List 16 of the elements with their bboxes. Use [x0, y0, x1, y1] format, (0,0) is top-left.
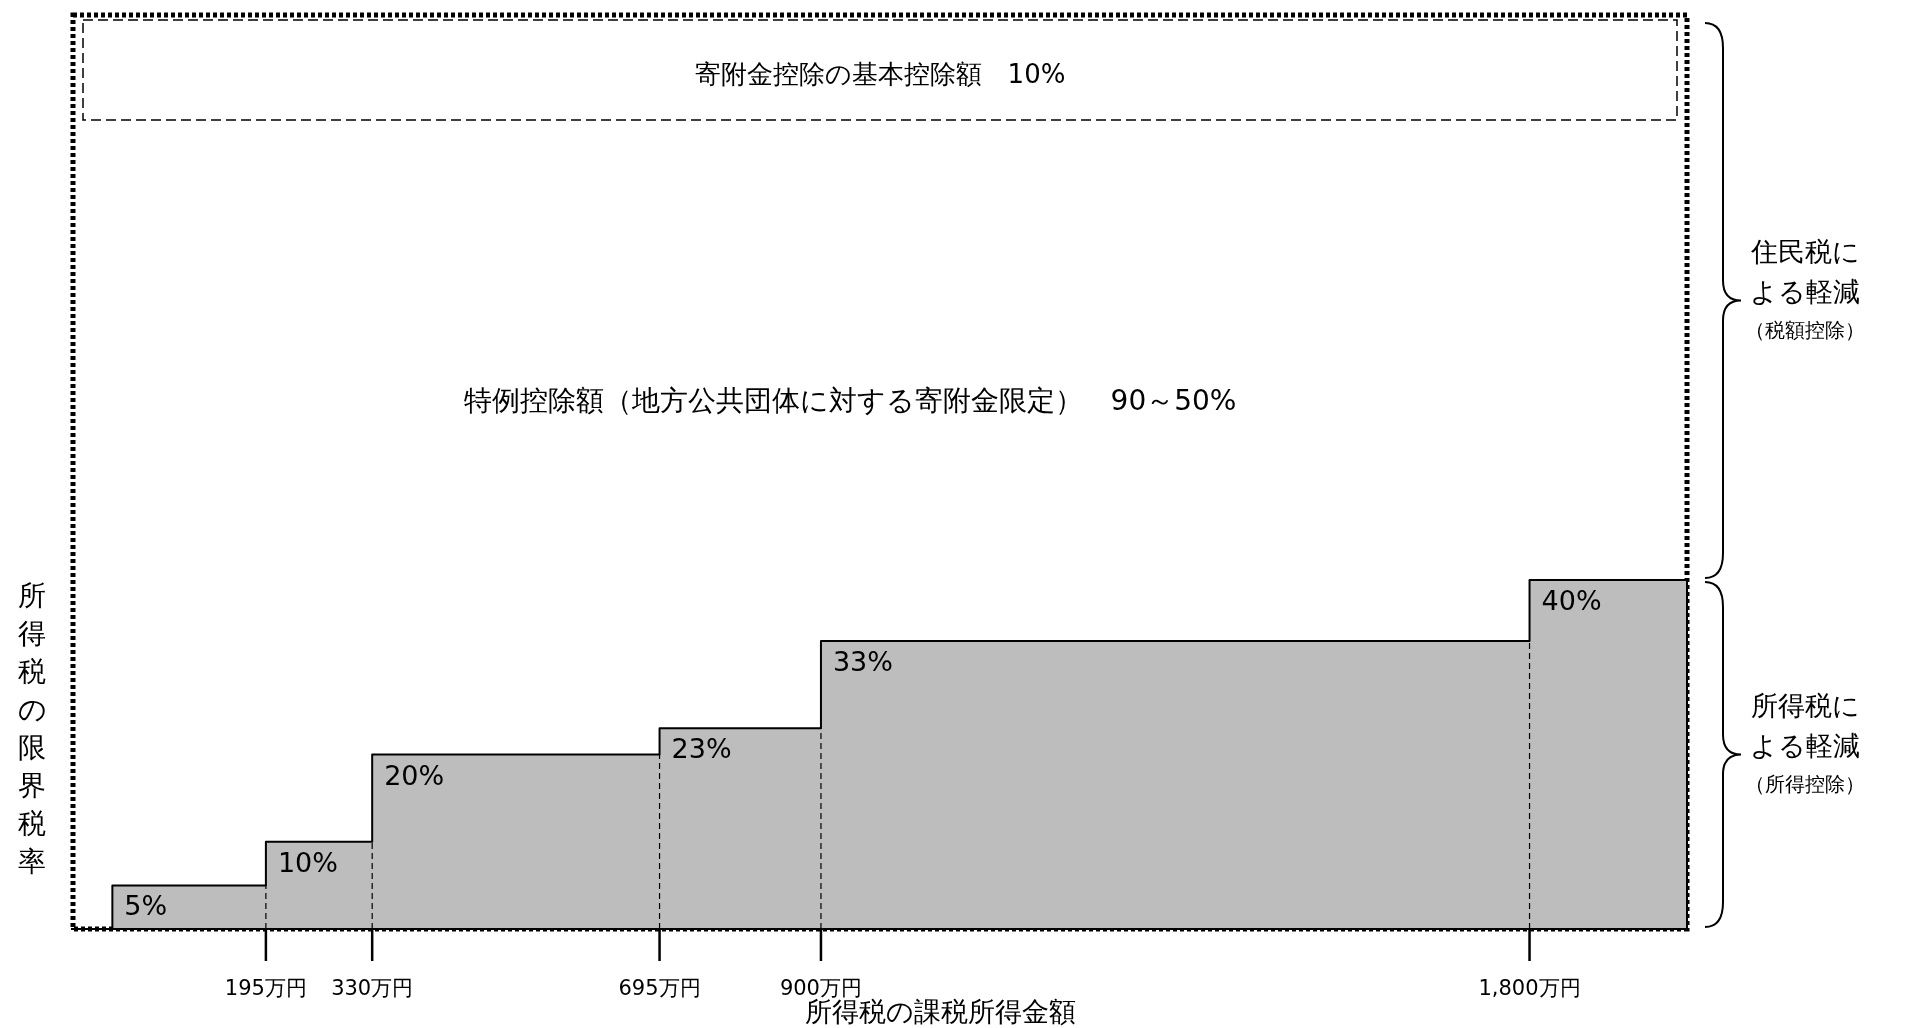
text: 特例控除額（地方公共団体に対する寄附金限定） 90～50%	[463, 384, 1237, 417]
x-tick-label: 195万円	[224, 976, 307, 1000]
data-label: 10%	[277, 846, 338, 878]
text: 寄附金控除の基本控除額 10%	[694, 59, 1066, 89]
data-label: 20%	[384, 759, 445, 791]
x-tick-label: 900万円	[779, 976, 862, 1000]
x-tick-label: 695万円	[618, 976, 701, 1000]
x-tick-label: 1,800万円	[1478, 976, 1581, 1000]
data-label: 33%	[832, 646, 893, 678]
text: 所得税による軽減（所得控除）	[1745, 689, 1865, 796]
x-tick-label: 330万円	[331, 976, 414, 1000]
data-label: 40%	[1541, 585, 1602, 616]
data-label: 5%	[124, 890, 168, 922]
data-label: 23%	[671, 733, 732, 765]
y-axis-title: 所得税の限界税率	[17, 579, 47, 878]
text: 住民税による軽減（税額控除）	[1745, 235, 1865, 342]
